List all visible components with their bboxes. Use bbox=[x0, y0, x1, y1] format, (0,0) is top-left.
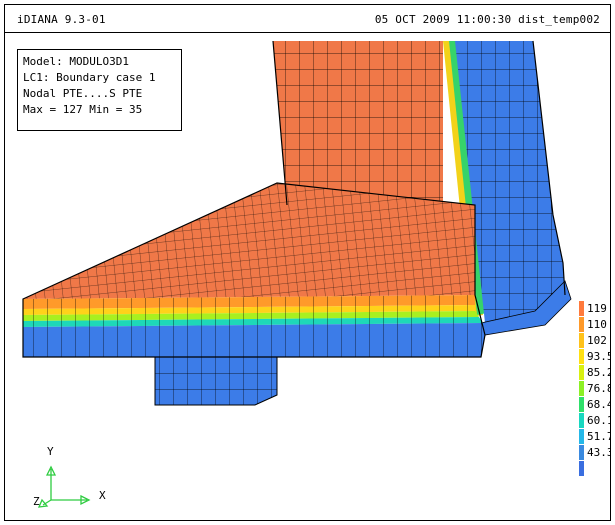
legend-swatch bbox=[579, 445, 584, 460]
axis-x-label: X bbox=[99, 489, 106, 502]
model-name-label: Model: MODULO3D1 bbox=[23, 55, 129, 68]
value-range-label: Max = 127 Min = 35 bbox=[23, 103, 143, 116]
legend-swatch bbox=[579, 429, 584, 444]
legend-label: 93.5 bbox=[587, 350, 611, 363]
load-case-label: LC1: Boundary case 1 bbox=[23, 71, 156, 84]
axis-triad: Y X Z bbox=[33, 445, 113, 520]
run-info-label: 05 OCT 2009 11:00:30 dist_temp002 bbox=[374, 13, 600, 26]
slab-edge-gradient bbox=[23, 295, 485, 335]
app-version-label: iDIANA 9.3-01 bbox=[17, 13, 106, 26]
legend-label: 68.4 bbox=[587, 398, 611, 411]
legend-swatch bbox=[579, 413, 584, 428]
legend-swatch bbox=[579, 333, 584, 348]
slab-bottom-block bbox=[23, 335, 485, 357]
legend-label: 119 bbox=[587, 302, 607, 315]
legend-label: 85.2 bbox=[587, 366, 611, 379]
support-pad bbox=[154, 356, 278, 406]
slab-top-surface bbox=[23, 183, 475, 299]
axis-arrows-icon bbox=[37, 465, 91, 508]
wall-outer-face bbox=[455, 41, 565, 323]
legend-swatch bbox=[579, 317, 584, 332]
axis-y-label: Y bbox=[47, 445, 54, 458]
legend-label: 102 bbox=[587, 334, 607, 347]
legend-label: 60.1 bbox=[587, 414, 611, 427]
legend-swatch bbox=[579, 365, 584, 380]
result-type-label: Nodal PTE....S PTE bbox=[23, 87, 143, 100]
header-divider bbox=[5, 32, 610, 33]
legend-label: 76.8 bbox=[587, 382, 611, 395]
legend-label: 43.3 bbox=[587, 446, 611, 459]
legend-label: 51.7 bbox=[587, 430, 611, 443]
fe-model-view[interactable] bbox=[5, 5, 611, 521]
legend-swatch bbox=[579, 301, 584, 316]
legend-swatch bbox=[579, 381, 584, 396]
axis-z-label: Z bbox=[33, 495, 40, 508]
legend-swatch bbox=[579, 397, 584, 412]
legend-label: 110 bbox=[587, 318, 607, 331]
legend-swatch bbox=[579, 461, 584, 476]
model-info-box: Model: MODULO3D1 LC1: Boundary case 1 No… bbox=[17, 49, 182, 131]
legend-swatch bbox=[579, 349, 584, 364]
viewport-frame: iDIANA 9.3-01 05 OCT 2009 11:00:30 dist_… bbox=[4, 4, 611, 521]
